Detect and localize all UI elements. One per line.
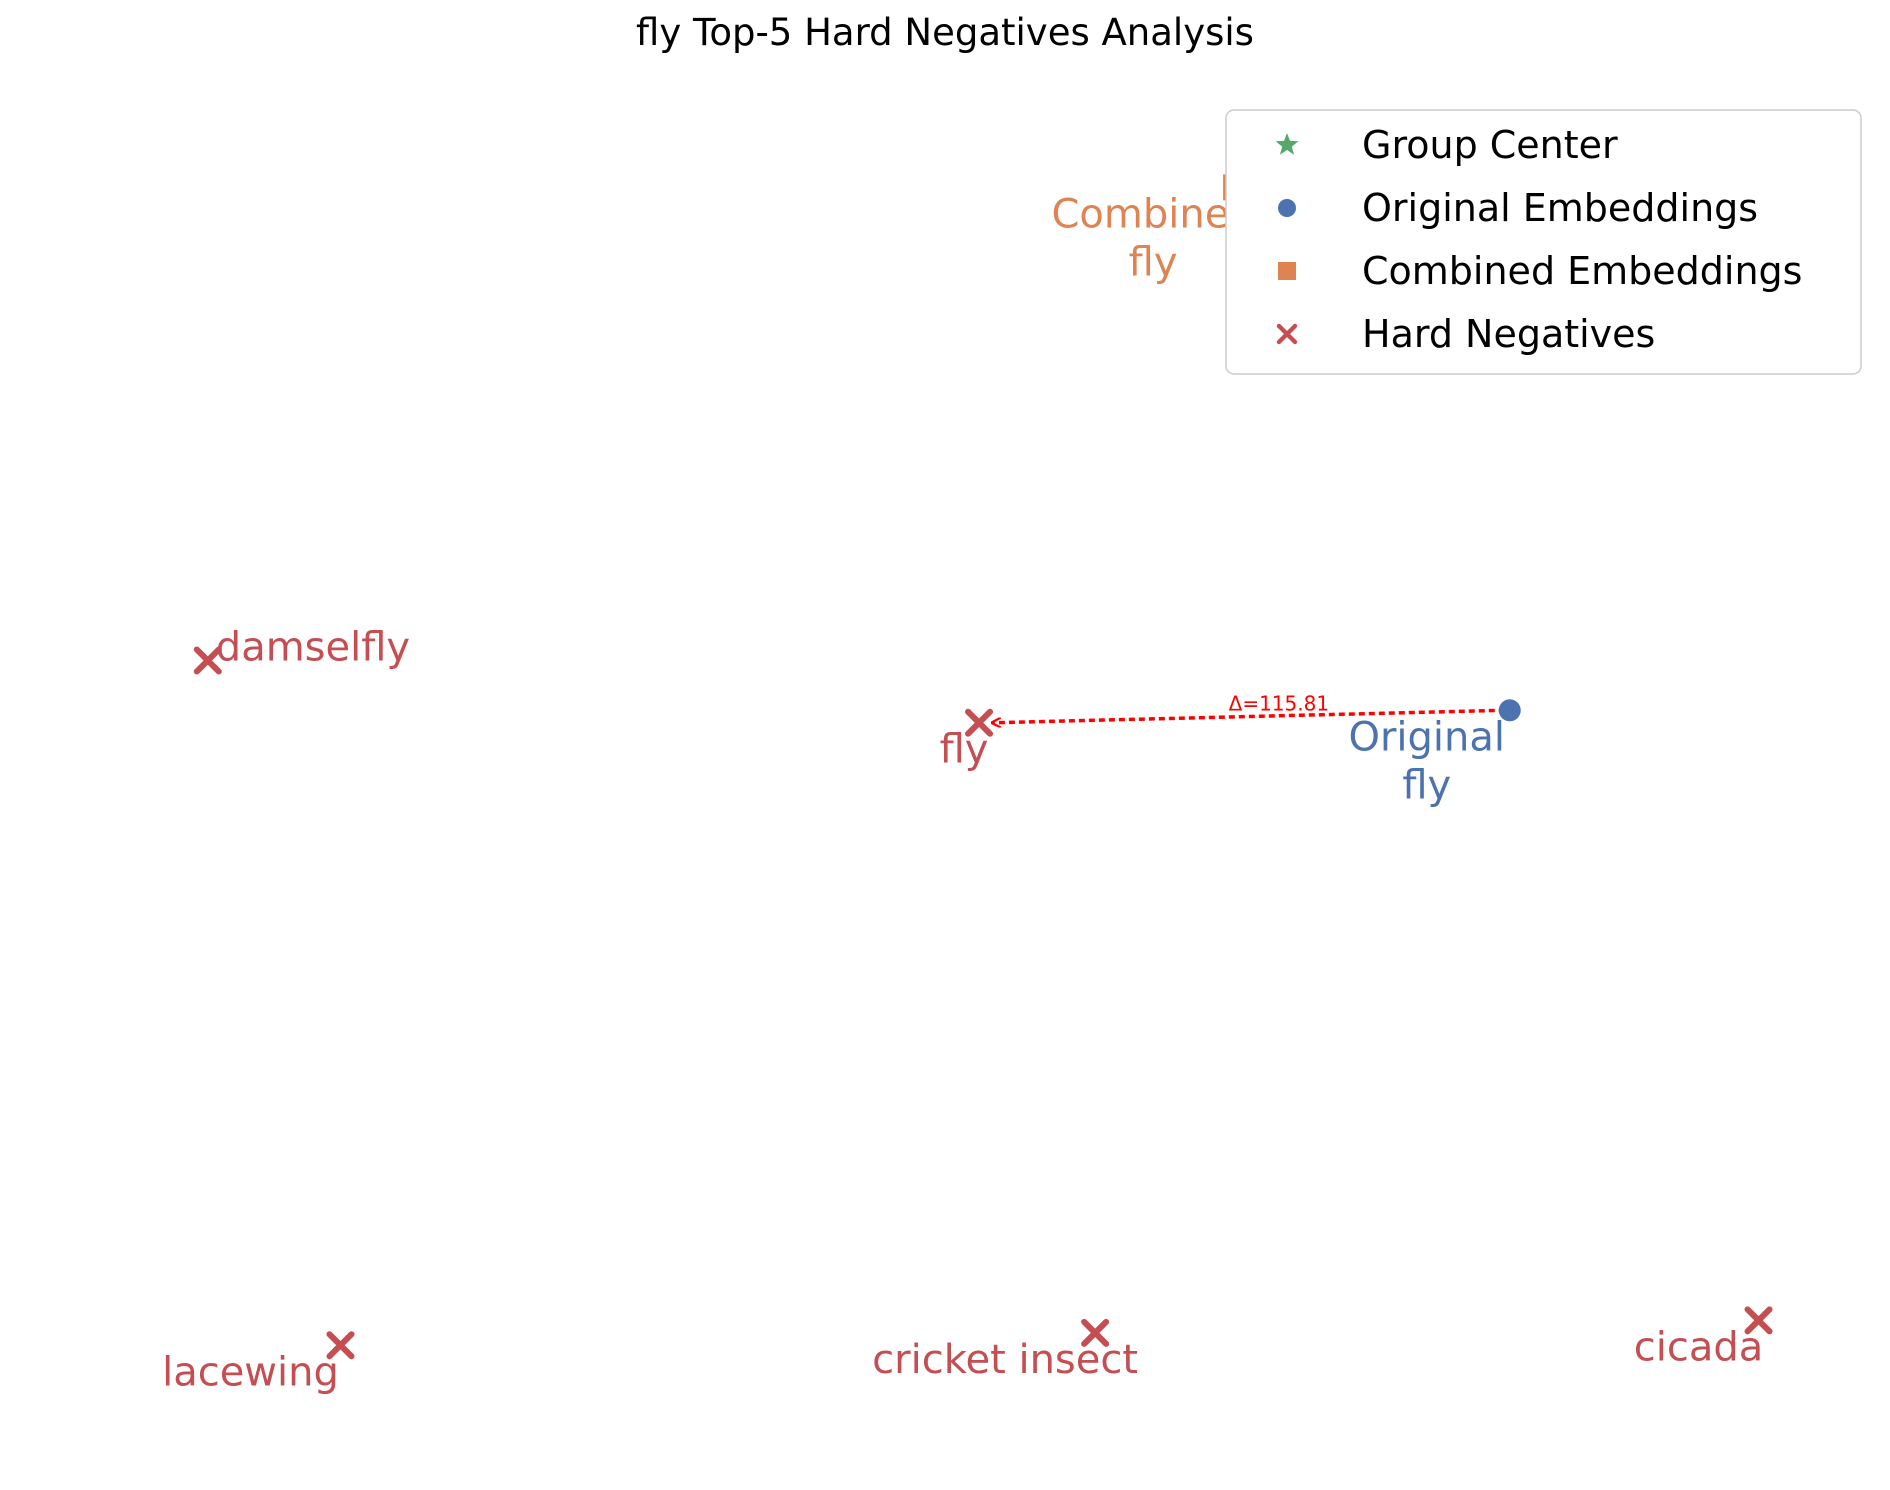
legend-label: Combined Embeddings [1362,249,1802,293]
data-point-marker [193,646,222,675]
annotation-layer: Δ=115.81 [993,692,1505,723]
data-label-line: fly [1402,762,1451,808]
data-label: cricket insect [872,1337,1138,1383]
data-label: damselfly [216,624,410,670]
data-label-line: cicada [1634,1324,1764,1370]
legend-label: Hard Negatives [1362,312,1655,356]
legend-marker-x [1276,323,1298,345]
data-label: lacewing [162,1349,339,1395]
data-point: lacewing [162,1331,355,1395]
legend-marker-star [1275,133,1299,155]
data-label: Combined fly [1051,191,1254,285]
data-label-line: damselfly [216,624,410,670]
data-label: Original fly [1348,714,1505,808]
data-point: cicada [1634,1306,1773,1370]
data-point: damselfly [193,624,410,675]
legend-box [1225,109,1862,375]
data-point-marker [1744,1306,1773,1335]
legend-label: Group Center [1362,123,1618,167]
legend-label: Original Embeddings [1362,186,1758,230]
data-label: cicada [1634,1324,1764,1370]
legend-items: Group Center Original Embeddings Combined … [1275,123,1802,356]
data-label-line: Combined [1051,191,1254,237]
data-label-line: lacewing [162,1349,339,1395]
data-label-line: Original [1348,714,1505,760]
chart-title: fly Top-5 Hard Negatives Analysis [636,11,1254,54]
arrow-line [993,708,1505,722]
data-point-marker [326,1331,355,1360]
legend-marker-square [1278,262,1296,280]
arrow-label: Δ=115.81 [1229,692,1329,716]
data-label-line: fly [940,727,989,773]
data-point: Original fly [1348,699,1521,808]
legend-marker-circle [1278,199,1296,217]
data-label: fly [940,727,989,773]
data-label-line: fly [1129,239,1178,285]
data-point: fly [940,708,994,773]
data-point-marker [1081,1318,1110,1347]
data-point: Combined fly [1051,174,1255,285]
data-point-marker [964,708,994,737]
data-label-line: cricket insect [872,1337,1138,1383]
data-point-marker [1498,699,1521,722]
data-point: cricket insect [872,1318,1138,1383]
legend: Group Center Original Embeddings Combined … [1225,109,1862,375]
